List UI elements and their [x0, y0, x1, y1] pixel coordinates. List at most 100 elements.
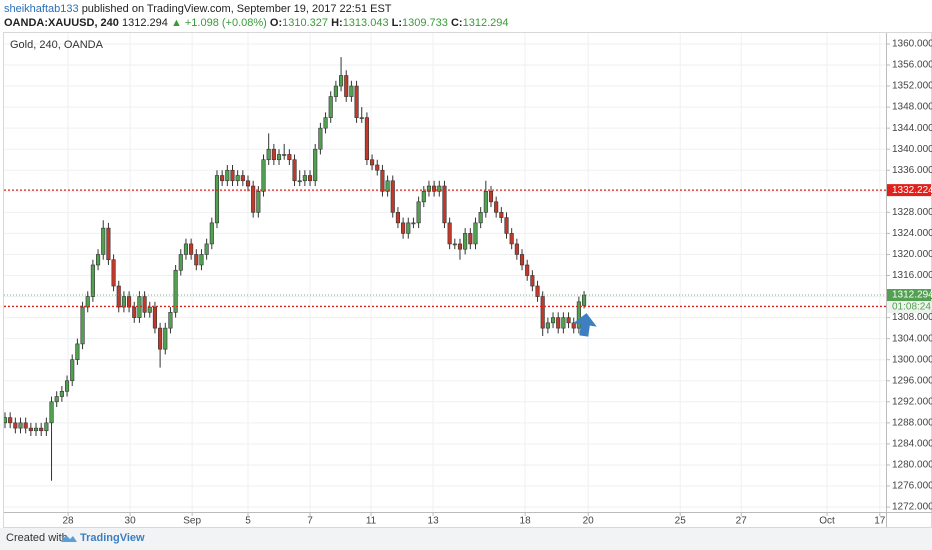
candle-body — [292, 159, 297, 182]
candle-body — [339, 75, 344, 87]
y-tick-label: 1348.000 — [892, 102, 932, 113]
y-tick-label: 1284.000 — [892, 439, 932, 450]
price: 1312.294 — [121, 17, 168, 29]
up-arrow — [572, 313, 597, 337]
candle-body — [318, 127, 323, 150]
candle-body — [106, 227, 111, 261]
candle-body — [183, 243, 189, 255]
candle-body — [333, 85, 338, 97]
candle-body — [478, 212, 483, 224]
countdown: 01:08:24 — [892, 302, 931, 313]
countdown-box — [887, 301, 931, 314]
candle-body — [297, 180, 302, 183]
x-tick-label: 17 — [874, 516, 886, 527]
logo — [61, 535, 77, 542]
candle-body — [111, 259, 116, 287]
candle-body — [488, 190, 494, 203]
y-tick-label: 1352.000 — [892, 81, 932, 92]
candle-body — [101, 227, 106, 255]
x-tick-label: 27 — [736, 516, 748, 527]
candle-body — [437, 185, 442, 192]
candle-body — [328, 96, 333, 118]
candle-body — [447, 222, 452, 245]
candle-body — [576, 301, 581, 329]
candle-body — [406, 222, 411, 234]
candle-body — [483, 190, 488, 213]
candle-body — [54, 396, 59, 403]
candle-body — [245, 180, 251, 187]
candle-body — [4, 417, 8, 424]
last-price-label: 1312.294 — [892, 290, 932, 301]
candle-body — [561, 317, 566, 329]
candle-body — [307, 175, 313, 182]
y-tick-label: 1328.000 — [892, 207, 932, 218]
candle-body — [463, 233, 468, 250]
y-tick-label: 1272.000 — [892, 502, 932, 513]
candle-body — [80, 306, 85, 345]
candle-body — [550, 317, 556, 324]
x-tick-label: 5 — [245, 516, 251, 527]
level-label-box — [887, 184, 931, 197]
last-price-box — [887, 289, 931, 302]
candle-body — [49, 401, 54, 424]
candle-body — [359, 117, 364, 119]
l: 1309.733 — [402, 17, 448, 29]
candle-body — [530, 275, 535, 287]
y-tick-label: 1308.000 — [892, 312, 932, 323]
y-tick-label: 1288.000 — [892, 417, 932, 428]
x-tick-label: 18 — [520, 516, 532, 527]
x-tick-label: 13 — [428, 516, 440, 527]
candle-body — [251, 185, 256, 213]
candle-body — [457, 243, 463, 250]
candle-body — [302, 175, 307, 182]
candle-body — [364, 117, 369, 161]
candle-body — [33, 427, 39, 432]
candle-body — [287, 154, 292, 161]
candle-body — [535, 285, 540, 297]
candle-body — [525, 264, 530, 276]
candle-body — [395, 212, 400, 224]
candle-body — [59, 390, 64, 397]
chart: 1272.000 1276.000 1280.000 1284.000 1288.000… — [3, 32, 932, 528]
candle-body — [514, 243, 519, 255]
candle-body — [271, 148, 276, 161]
candle-body — [509, 233, 514, 245]
x-tick-label: 20 — [583, 516, 595, 527]
candle-body — [220, 175, 225, 182]
candle-body — [204, 243, 209, 255]
candle-body — [276, 154, 282, 161]
candle-body — [116, 285, 121, 308]
candle-body — [519, 254, 525, 266]
candle-body — [39, 427, 44, 432]
candle-body — [168, 312, 173, 329]
header-line-1: sheikhaftab133 published on TradingView.… — [4, 2, 508, 16]
candle-body — [380, 169, 385, 192]
c: 1312.294 — [462, 17, 509, 29]
candle-body — [375, 164, 380, 171]
chart-title: Gold, 240, OANDA — [10, 39, 104, 51]
candle-body — [494, 201, 499, 213]
x-tick-label: Sep — [183, 516, 201, 527]
y-tick-label: 1276.000 — [892, 481, 932, 492]
candle-body — [473, 222, 478, 245]
brand[interactable]: TradingView — [80, 532, 145, 544]
header: sheikhaftab133 published on TradingView.… — [4, 2, 508, 30]
candle-body — [385, 180, 390, 192]
y-tick-label: 1296.000 — [892, 375, 932, 386]
candle-body — [282, 154, 287, 156]
author[interactable]: sheikhaftab133 — [4, 3, 79, 15]
candle-body — [370, 159, 375, 166]
candle-body — [468, 233, 473, 245]
candle-body — [230, 169, 235, 182]
y-tick-label: 1360.000 — [892, 39, 932, 50]
candle-body — [199, 254, 204, 266]
x-tick-label: 30 — [125, 516, 137, 527]
candle-body — [13, 422, 18, 429]
y-tick-label: 1300.000 — [892, 354, 932, 365]
c-label: C: — [450, 17, 463, 29]
candle-body — [556, 317, 561, 329]
published: published on TradingView.com, September … — [81, 3, 392, 15]
x-tick-label: 28 — [63, 516, 75, 527]
candle-body — [44, 422, 49, 432]
candle-body — [349, 85, 354, 97]
